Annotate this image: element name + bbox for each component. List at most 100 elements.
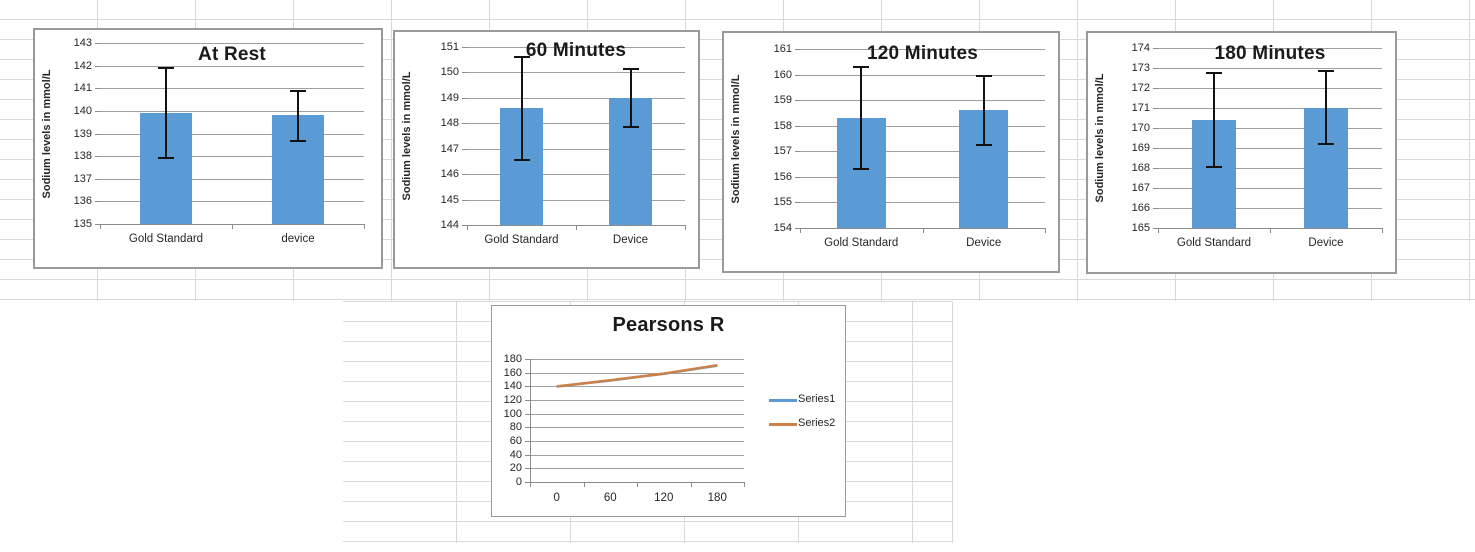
x-category-label: Gold Standard	[128, 233, 204, 245]
y-axis-title: Sodium levels in mmol/L	[41, 69, 53, 198]
y-tick-label: 173	[1131, 62, 1150, 74]
y-tick-label: 171	[1131, 102, 1150, 114]
y-tick	[95, 43, 100, 44]
y-tick-label: 159	[773, 94, 792, 107]
y-tick-label: 148	[440, 117, 459, 130]
gridline	[800, 100, 1045, 102]
series-line-series2	[556, 363, 718, 388]
gridline	[100, 156, 364, 158]
gridline	[1158, 148, 1382, 149]
gridline	[800, 125, 1045, 127]
x-tick	[685, 225, 686, 230]
x-tick	[637, 482, 638, 487]
y-tick	[795, 74, 800, 76]
error-bar-stem	[629, 68, 632, 128]
y-tick	[462, 97, 467, 99]
y-tick	[525, 468, 530, 470]
error-bar-cap-top	[975, 74, 992, 77]
gridline	[100, 43, 364, 44]
y-tick-label: 80	[509, 421, 522, 434]
y-tick	[462, 225, 467, 226]
chart-pearsons-r[interactable]: 0 20 40 60 80 100 120 140 160 180 0 60 120 180 Series1…	[491, 305, 846, 517]
gridline	[530, 454, 744, 456]
x-tick	[1382, 228, 1383, 233]
gridline	[1158, 128, 1382, 129]
gridline	[800, 151, 1045, 153]
gridline	[530, 359, 744, 360]
y-axis-title: Sodium levels in mmol/L	[401, 71, 413, 201]
y-tick	[525, 386, 530, 388]
chart-title: Pearsons R	[612, 314, 725, 336]
gridline	[1158, 188, 1382, 189]
y-tick-label: 60	[509, 435, 522, 447]
chart-120-minutes[interactable]: 154 155 156 157 158 159 160 161 Gold Standard Dev…	[722, 31, 1060, 273]
error-bar-stem	[165, 67, 167, 159]
error-bar-cap-bottom	[1206, 166, 1222, 168]
error-bar-cap-bottom	[1318, 143, 1334, 145]
y-tick	[525, 372, 530, 374]
x-category-label: Gold Standard	[824, 237, 899, 249]
gridline	[530, 386, 744, 388]
gridline	[1158, 168, 1382, 169]
y-axis-title: Sodium levels in mmol/L	[1094, 73, 1106, 203]
y-tick	[462, 148, 467, 150]
gridline	[800, 176, 1045, 178]
y-tick-label: 168	[1131, 162, 1150, 174]
legend-label: Series1	[798, 393, 836, 405]
x-tick	[467, 225, 468, 230]
y-tick	[525, 413, 530, 415]
gridline	[1158, 48, 1382, 49]
error-bar-cap-top	[290, 89, 306, 92]
y-tick-label: 100	[503, 407, 522, 420]
y-tick	[1153, 48, 1158, 49]
y-tick	[462, 199, 467, 201]
gridline	[1158, 68, 1382, 69]
y-tick	[525, 400, 530, 401]
x-tick	[1045, 228, 1046, 233]
y-tick	[1153, 188, 1158, 189]
x-tick	[576, 225, 577, 230]
y-tick	[795, 228, 800, 229]
error-bar-cap-bottom	[158, 157, 174, 160]
x-category-label: device	[281, 233, 315, 245]
y-tick-label: 161	[773, 43, 792, 55]
x-tick	[364, 224, 365, 229]
legend-swatch	[769, 423, 797, 426]
y-tick-label: 158	[773, 119, 792, 132]
gridline	[530, 441, 744, 442]
y-tick-label: 136	[73, 195, 92, 208]
gridline	[100, 88, 364, 90]
y-tick	[1153, 128, 1158, 129]
chart-180-minutes[interactable]: 165 166 167 168 169 170 171 172 173 174 Gold Stand…	[1086, 31, 1397, 274]
y-tick	[795, 49, 800, 50]
chart-title: 120 Minutes	[867, 43, 978, 64]
y-tick-label: 139	[73, 127, 92, 140]
y-tick	[95, 201, 100, 203]
y-tick-label: 167	[1131, 182, 1150, 194]
error-bar-stem	[1213, 73, 1215, 167]
gridline	[1158, 108, 1382, 109]
y-tick-label: 169	[1131, 142, 1150, 154]
gridline	[467, 47, 685, 48]
error-bar-stem	[297, 90, 299, 142]
x-category-label: Gold Standard	[1176, 237, 1252, 249]
y-tick-label: 160	[503, 366, 522, 379]
y-tick-label: 147	[440, 142, 459, 155]
chart-60-minutes[interactable]: 144 145 146 147 148 149 150 151 Gold Standard Dev…	[393, 30, 700, 269]
y-tick-label: 154	[773, 222, 792, 234]
gridline	[100, 201, 364, 203]
y-tick	[1153, 208, 1158, 209]
y-tick	[1153, 68, 1158, 69]
gridline	[800, 49, 1045, 50]
y-tick	[795, 125, 800, 127]
y-tick	[462, 72, 467, 74]
y-tick-label: 172	[1131, 82, 1150, 94]
y-tick	[462, 174, 467, 176]
gridline	[467, 148, 685, 150]
y-tick-label: 151	[440, 41, 459, 53]
gridline	[530, 427, 744, 429]
chart-at-rest[interactable]: 135 136 137 138 139 140 141 142 143 Gold Standard…	[33, 28, 383, 269]
chart-title: 180 Minutes	[1214, 43, 1326, 64]
y-tick	[95, 178, 100, 180]
